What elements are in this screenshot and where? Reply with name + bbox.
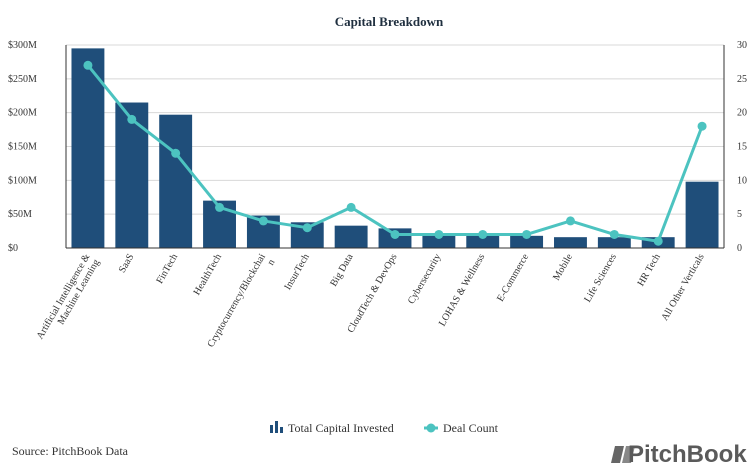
legend-item-deal-count: Deal Count xyxy=(424,421,499,435)
chart-title: Capital Breakdown xyxy=(335,14,444,29)
category-label-line: FinTech xyxy=(154,252,180,286)
category-label-line: LOHAS & Wellness xyxy=(437,252,487,328)
deal-count-point xyxy=(390,229,400,239)
bar xyxy=(159,114,193,249)
pitchbook-logo-mark-icon xyxy=(611,446,624,463)
bar xyxy=(554,237,587,248)
left-axis-tick-label: $50M xyxy=(8,209,32,220)
bar xyxy=(71,48,105,249)
legend-item-capital: Total Capital Invested xyxy=(270,421,394,435)
category-label: Artificial Intelligence &Machine Learnin… xyxy=(35,252,102,347)
category-label: CloudTech & DevOps xyxy=(345,252,399,335)
legend: Total Capital Invested Deal Count xyxy=(270,421,499,435)
category-label: LOHAS & Wellness xyxy=(437,252,487,328)
axis-layer xyxy=(65,45,725,249)
category-label: E-Commerce xyxy=(495,252,531,304)
category-label: Cybersecurity xyxy=(406,252,444,306)
pitchbook-logo-mark-icon-2 xyxy=(622,446,635,463)
bar xyxy=(334,225,368,248)
category-label-line: Mobile xyxy=(551,252,575,283)
deal-count-point xyxy=(127,114,137,124)
deal-count-point xyxy=(434,229,444,239)
deal-count-point xyxy=(697,121,707,131)
deal-count-point xyxy=(478,229,488,239)
source-note: Source: PitchBook Data xyxy=(12,444,129,458)
left-axis-tick-label: $250M xyxy=(8,74,37,85)
brand-name: PitchBook xyxy=(628,441,747,468)
pitchbook-logo: PitchBook xyxy=(611,441,747,468)
category-label-line: E-Commerce xyxy=(495,252,531,304)
bar xyxy=(685,181,719,248)
right-axis-tick-label: 5 xyxy=(737,209,742,220)
category-label: SaaS xyxy=(117,252,137,275)
deal-count-point xyxy=(302,223,312,233)
legend-deal-marker-icon xyxy=(426,423,436,433)
category-label-line: SaaS xyxy=(117,252,137,275)
right-axis-tick-label: 15 xyxy=(737,142,747,153)
deal-count-point xyxy=(609,229,619,239)
category-label: Life Sciences xyxy=(582,252,619,304)
category-label-line: Cybersecurity xyxy=(406,252,444,306)
left-axis-tick-label: $200M xyxy=(8,108,37,119)
left-axis-tick-label: $300M xyxy=(8,40,37,51)
bar xyxy=(510,235,544,248)
category-label: All Other Verticals xyxy=(659,252,706,323)
category-label-line: Artificial Intelligence & xyxy=(35,252,93,341)
right-axis-tick-label: 10 xyxy=(737,175,747,186)
bar xyxy=(115,102,149,249)
left-axis-tick-label: $100M xyxy=(8,175,37,186)
right-axis-tick-label: 20 xyxy=(737,108,747,119)
left-axis-tick-label: $0 xyxy=(8,243,18,254)
deal-count-point xyxy=(522,229,532,239)
bar xyxy=(466,234,500,248)
category-label-line: HR Tech xyxy=(636,252,663,288)
category-label-line: All Other Verticals xyxy=(659,252,706,323)
category-label: HR Tech xyxy=(636,252,663,288)
deal-count-point xyxy=(215,202,225,212)
legend-capital-icon-bar-1 xyxy=(270,425,273,433)
category-label-line: Life Sciences xyxy=(582,252,619,304)
category-label-line: CloudTech & DevOps xyxy=(345,252,399,335)
legend-capital-icon-bar-2 xyxy=(275,421,278,433)
right-axis-tick-label: 0 xyxy=(737,243,742,254)
deal-count-point xyxy=(565,216,575,226)
category-label: HealthTech xyxy=(192,252,225,297)
bar xyxy=(597,237,631,248)
category-label-line: InsurTech xyxy=(282,252,311,292)
category-label: Big Data xyxy=(328,252,356,289)
line-layer xyxy=(83,60,707,246)
deal-count-point xyxy=(171,148,181,158)
deal-count-point xyxy=(83,60,93,70)
legend-capital-icon-bar-3 xyxy=(280,427,283,433)
right-axis-tick-label: 25 xyxy=(737,74,747,85)
bars-layer xyxy=(71,48,719,249)
category-label-line: HealthTech xyxy=(192,252,225,297)
left-axis-tick-label: $150M xyxy=(8,142,37,153)
category-label: FinTech xyxy=(154,252,180,286)
legend-capital-label: Total Capital Invested xyxy=(288,421,394,435)
bar xyxy=(422,233,456,248)
deal-count-point xyxy=(346,202,356,212)
deal-count-point xyxy=(258,216,268,226)
category-label: Mobile xyxy=(551,252,575,283)
category-label-line: Big Data xyxy=(328,252,356,289)
deal-count-point xyxy=(653,236,663,246)
category-label: InsurTech xyxy=(282,252,311,292)
legend-deal-label: Deal Count xyxy=(443,421,499,435)
category-label-line: n xyxy=(265,258,277,268)
right-axis-tick-label: 30 xyxy=(737,40,747,51)
